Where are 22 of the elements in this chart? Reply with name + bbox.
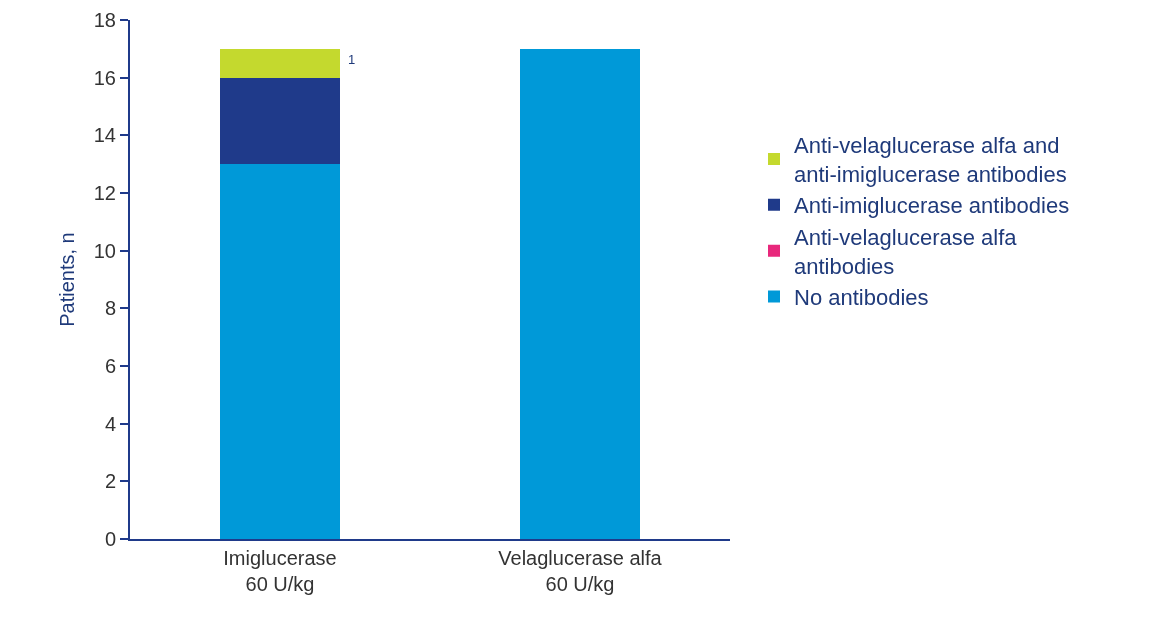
y-tick-label: 16 [93,66,116,89]
bar [220,164,340,539]
legend-label: Anti-velaglucerase alfa and anti-imiglucerase antibodies [794,133,1067,187]
data-label: 1 [348,52,356,67]
legend-label: Anti-velaglucerase alfa antibodies [794,224,1018,279]
bar [220,77,340,165]
y-tick-label: 2 [104,470,116,493]
y-tick-label: 8 [104,297,116,320]
bar [520,48,640,539]
y-tick-label: 6 [104,355,116,377]
x-tick-label: Imiglucerase 60 U/kg [223,547,337,595]
x-tick-label: Velaglucerase alfa 60 U/kg [498,547,663,595]
legend-label: No antibodies [794,285,929,311]
y-tick-label: 4 [104,412,116,435]
legend-label: Anti-imiglucerase antibodies [794,193,1070,219]
y-tick-label: 12 [93,182,116,204]
y-tick-label: 18 [93,9,116,31]
bar [220,48,340,78]
y-tick-label: 0 [104,528,116,550]
y-axis-title: Patients, n [55,232,78,327]
y-tick-label: 10 [93,239,116,262]
y-tick-label: 14 [93,124,116,147]
